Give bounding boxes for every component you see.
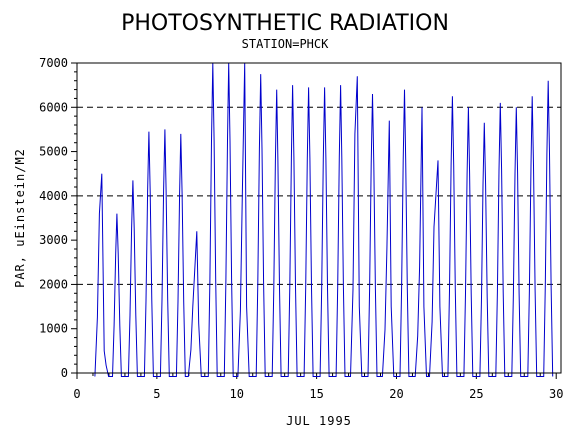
plot-area-frame xyxy=(76,62,562,374)
x-tick-label: 30 xyxy=(549,387,563,401)
par-series xyxy=(94,62,554,377)
y-tick-label: 1000 xyxy=(39,322,68,336)
y-tick-label: 3000 xyxy=(39,233,68,247)
x-tick-label: 25 xyxy=(469,387,483,401)
y-tick-label: 7000 xyxy=(39,56,68,70)
x-tick-label: 5 xyxy=(153,387,160,401)
y-tick-label: 4000 xyxy=(39,189,68,203)
y-tick-label: 0 xyxy=(61,366,68,380)
y-tick-label: 2000 xyxy=(39,277,68,291)
x-tick-label: 15 xyxy=(309,387,323,401)
y-tick-label: 5000 xyxy=(39,145,68,159)
x-tick-label: 0 xyxy=(73,387,80,401)
x-axis-label: JUL 1995 xyxy=(286,414,352,428)
x-tick-label: 20 xyxy=(389,387,403,401)
reference-lines xyxy=(77,106,561,285)
x-axis-ticks: 0 5 10 15 20 25 30 xyxy=(73,373,563,401)
chart-title: PHOTOSYNTHETIC RADIATION xyxy=(121,11,449,36)
y-tick-label: 6000 xyxy=(39,100,68,114)
y-axis-ticks: 0 1000 2000 3000 4000 5000 6000 7000 xyxy=(39,56,77,380)
x-tick-label: 10 xyxy=(230,387,244,401)
y-axis-label: PAR, uEinstein/M2 xyxy=(13,148,27,288)
par-series-line xyxy=(94,62,554,377)
chart-subtitle: STATION=PHCK xyxy=(242,37,329,51)
